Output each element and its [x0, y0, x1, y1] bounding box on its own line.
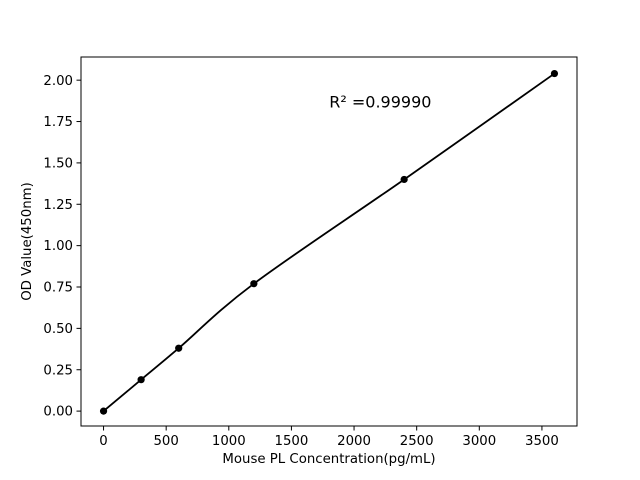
x-tick-label: 1500 — [275, 434, 309, 449]
x-tick-label: 3500 — [525, 434, 559, 449]
y-tick-label: 0.75 — [43, 281, 73, 296]
data-point — [137, 376, 145, 384]
r-squared-annotation: R² =0.99990 — [329, 92, 431, 111]
y-tick-label: 1.75 — [43, 115, 73, 130]
data-point — [250, 280, 258, 288]
data-point — [400, 175, 408, 184]
x-tick-label: 1000 — [212, 434, 246, 449]
data-point — [175, 344, 183, 352]
y-tick-label: 0.00 — [43, 405, 73, 420]
x-tick-label: 3000 — [462, 434, 496, 449]
y-axis-label: OD Value(450nm) — [20, 182, 35, 301]
data-point — [99, 407, 108, 415]
x-tick-label: 0 — [99, 434, 107, 449]
y-tick-label: 0.25 — [43, 363, 73, 378]
x-tick-label: 2000 — [337, 434, 371, 449]
x-axis-label: Mouse PL Concentration(pg/mL) — [222, 452, 435, 467]
y-tick-label: 0.50 — [43, 322, 73, 337]
x-tick-label: 500 — [153, 434, 178, 449]
data-point — [550, 69, 559, 78]
y-tick-label: 1.00 — [43, 239, 73, 254]
y-tick-label: 1.50 — [43, 157, 73, 172]
x-tick-label: 2500 — [400, 434, 434, 449]
y-tick-label: 2.00 — [43, 74, 73, 89]
plot-border — [80, 56, 578, 427]
plot-area — [81, 57, 577, 426]
y-tick-label: 1.25 — [43, 198, 73, 213]
